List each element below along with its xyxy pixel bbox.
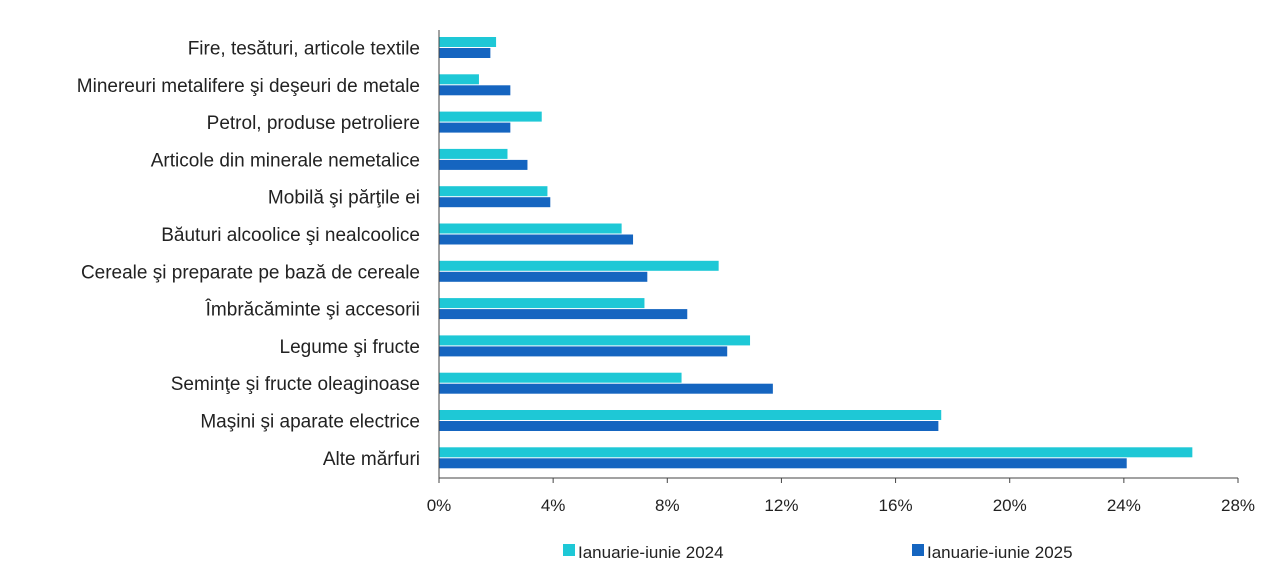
bar-2025-7 [439,309,688,320]
legend: Ianuarie-iunie 2024 Ianuarie-iunie 2025 [563,543,1073,562]
category-label: Alte mărfuri [323,449,420,470]
bar-2024-4 [439,186,548,197]
category-label: Petrol, produse petroliere [207,113,420,134]
category-labels: Fire, tesături, articole textile Minereur… [77,39,420,470]
bar-2025-4 [439,197,551,208]
bar-2024-8 [439,335,751,346]
category-label: Mobilă şi părţile ei [268,188,420,209]
x-tick-label: 20% [993,496,1027,515]
bar-2025-9 [439,383,773,394]
bar-2025-8 [439,346,728,357]
bar-2024-2 [439,111,542,122]
bar-2025-11 [439,458,1127,469]
x-tick-label: 12% [764,496,798,515]
category-label: Băuturi alcoolice şi nealcoolice [161,225,420,246]
x-tick-label: 8% [655,496,680,515]
category-label: Legume şi fructe [280,337,420,358]
category-label: Îmbrăcăminte şi accesorii [205,299,420,321]
x-tick-label: 28% [1221,496,1255,515]
bar-2025-0 [439,48,491,58]
bar-2024-5 [439,223,622,234]
category-label: Articole din minerale nemetalice [151,150,420,171]
x-tick-label: 16% [879,496,913,515]
category-label: Fire, tesături, articole textile [188,39,420,60]
bar-2024-10 [439,410,942,420]
bar-2024-11 [439,447,1193,458]
bar-2025-6 [439,271,648,282]
bar-2025-10 [439,421,939,431]
bar-2025-1 [439,85,511,96]
category-label: Seminţe şi fructe oleaginoase [171,374,420,395]
legend-swatch-2024 [563,544,575,556]
bar-2024-1 [439,74,479,85]
legend-label-2024: Ianuarie-iunie 2024 [578,543,724,562]
category-label: Maşini şi aparate electrice [200,412,420,433]
bar-2025-3 [439,159,528,170]
bar-2024-6 [439,260,719,271]
category-label: Cereale şi preparate pe bază de cereale [81,262,420,283]
legend-label-2025: Ianuarie-iunie 2025 [927,543,1073,562]
bar-2025-2 [439,122,511,133]
bars-group [439,37,1193,469]
x-axis-ticks: 0% 4% 8% 12% 16% 20% 24% 28% [427,478,1255,515]
axes-group [438,30,1238,479]
bar-2024-3 [439,148,508,159]
x-tick-label: 0% [427,496,452,515]
bar-2025-5 [439,234,634,245]
x-tick-label: 4% [541,496,566,515]
bar-2024-7 [439,298,645,309]
category-label: Minereuri metalifere şi deşeuri de metal… [77,76,420,97]
bar-2024-0 [439,37,497,47]
x-tick-label: 24% [1107,496,1141,515]
bar-2024-9 [439,372,682,383]
legend-swatch-2025 [912,544,924,556]
